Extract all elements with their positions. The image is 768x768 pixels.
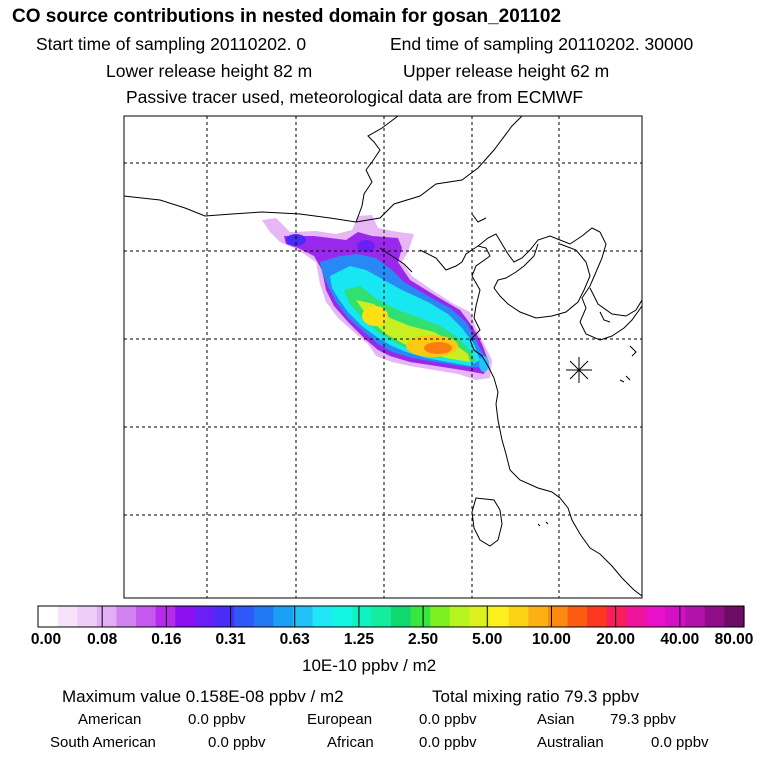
total-mixing-ratio: Total mixing ratio 79.3 ppbv [432, 687, 639, 706]
plume-upper-blue-2 [357, 240, 375, 252]
color-scale-cell [214, 606, 235, 627]
color-scale-cell [136, 606, 157, 627]
region-label-american: American [78, 711, 142, 728]
page-title: CO source contributions in nested domain… [12, 6, 562, 27]
color-scale-tick-label: 0.63 [279, 631, 310, 648]
color-scale-cell [351, 606, 372, 627]
color-scale-cell [410, 606, 431, 627]
region-value-south-american: 0.0 ppbv [208, 734, 266, 751]
color-scale-cell [371, 606, 392, 627]
color-scale-cell [155, 606, 176, 627]
plume-core-3 [424, 342, 452, 354]
lower-release-height: Lower release height 82 m [106, 61, 313, 81]
color-scale-cell [234, 606, 255, 627]
color-scale-cell [332, 606, 353, 627]
max-value: Maximum value 0.158E-08 ppbv / m2 [62, 687, 344, 706]
color-scale-cell [665, 606, 686, 627]
color-scale-cell [312, 606, 333, 627]
color-scale-tick-label: 0.00 [30, 631, 62, 648]
color-scale-unit: 10E-10 ppbv / m2 [302, 656, 437, 675]
coastlines [124, 116, 642, 597]
color-scale-cell [292, 606, 314, 627]
color-scale-cell [469, 606, 490, 627]
end-time: End time of sampling 20110202. 30000 [390, 34, 694, 54]
color-scale-cell [77, 606, 98, 627]
receptor-marker-icon [566, 357, 592, 383]
region-label-australian: Australian [537, 734, 604, 751]
graticule [124, 116, 642, 598]
color-scale-cell [489, 606, 510, 627]
color-scale-tick-label: 1.25 [343, 631, 374, 648]
color-scale-cell [430, 606, 451, 627]
color-scale-tick-label: 5.00 [472, 631, 503, 648]
color-scale-cell [57, 606, 78, 627]
color-scale-tick-label: 2.50 [407, 631, 439, 648]
color-scale-tick-label: 40.00 [660, 631, 700, 648]
region-value-american: 0.0 ppbv [188, 711, 246, 728]
color-scale-cell [528, 606, 549, 627]
plume-edge-dot [479, 356, 489, 372]
color-scale-cell [567, 606, 588, 627]
plume-upper-blue [286, 234, 306, 246]
color-scale-cell [116, 606, 137, 627]
region-value-asian: 79.3 ppbv [610, 711, 676, 728]
region-label-south-american: South American [50, 734, 156, 751]
region-label-african: African [327, 734, 374, 751]
color-scale-cell [685, 606, 706, 627]
tracer-note: Passive tracer used, meteorological data… [126, 87, 584, 107]
color-scale-tick-label: 20.00 [596, 631, 636, 648]
region-value-european: 0.0 ppbv [419, 711, 477, 728]
color-scale-cell [391, 606, 412, 627]
color-scale-cell [194, 606, 216, 627]
color-scale-tick-label: 0.31 [215, 631, 246, 648]
color-scale-cell [175, 606, 196, 627]
start-time: Start time of sampling 20110202. 0 [36, 34, 307, 54]
plume-core-1 [362, 306, 388, 326]
upper-release-height: Upper release height 62 m [403, 61, 610, 81]
color-scale-tick-label: 0.08 [87, 631, 118, 648]
color-scale-cell [645, 606, 667, 627]
color-scale-tick-label: 80.00 [714, 631, 754, 648]
color-scale-tick-label: 0.16 [151, 631, 182, 648]
region-value-australian: 0.0 ppbv [651, 734, 709, 751]
color-scale-cell [449, 606, 471, 627]
color-scale-cell [508, 606, 529, 627]
region-value-african: 0.0 ppbv [419, 734, 477, 751]
color-scale-cell [626, 606, 647, 627]
region-label-asian: Asian [537, 711, 575, 728]
color-scale-tick-label: 10.00 [532, 631, 571, 648]
color-scale-cell [38, 606, 59, 627]
color-scale-cell [96, 606, 118, 627]
color-scale-cell [606, 606, 627, 627]
color-scale-cell [547, 606, 569, 627]
region-label-european: European [307, 711, 373, 728]
color-scale-cell [273, 606, 294, 627]
color-scale-cell [704, 606, 725, 627]
color-scale-cell [724, 606, 745, 627]
color-scale-cell [587, 606, 608, 627]
color-scale-cell [253, 606, 274, 627]
